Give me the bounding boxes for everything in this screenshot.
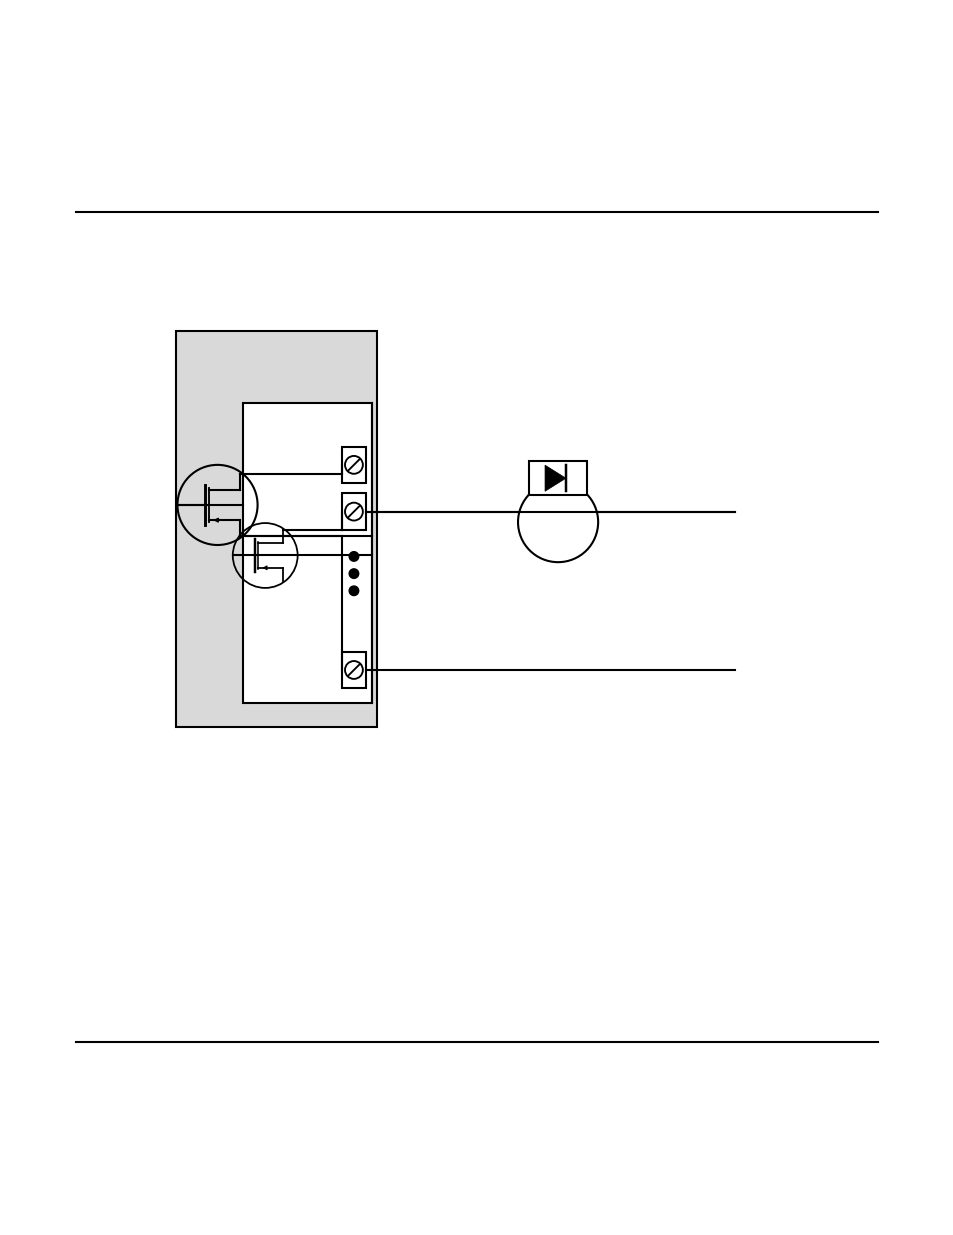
Bar	[176, 331, 376, 727]
Polygon shape	[544, 466, 565, 492]
Bar	[341, 494, 366, 530]
Bar	[529, 461, 586, 495]
Bar	[243, 403, 372, 704]
Circle shape	[349, 569, 358, 578]
Bar	[341, 652, 366, 688]
Bar	[341, 447, 366, 483]
Circle shape	[349, 587, 358, 595]
Circle shape	[349, 552, 358, 561]
